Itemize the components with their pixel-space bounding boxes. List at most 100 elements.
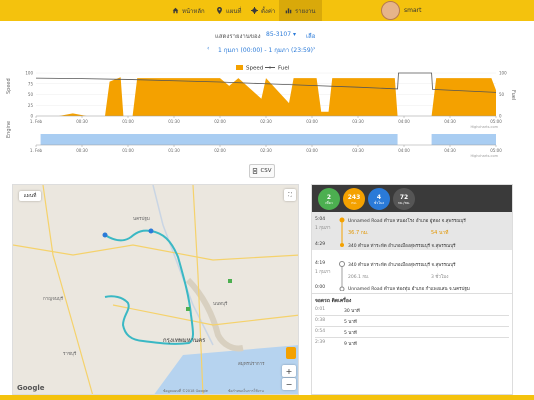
trip-1-duration: 54 นาที [431, 230, 449, 236]
stat-distance-unit: กม. [351, 200, 357, 205]
nav-home[interactable]: หน้าหลัก [166, 0, 211, 21]
x-tick-label: 04:00 [398, 119, 410, 124]
street-view-pegman-icon[interactable] [286, 347, 296, 359]
stat-duration: 4 ชั่วโมง [368, 188, 390, 210]
vehicle-choose-link[interactable]: เลือ [306, 33, 316, 40]
speed-axis-label: Speed [6, 78, 12, 94]
stat-duration-value: 4 [376, 193, 382, 201]
place-label-5: สมุทรปราการ [238, 362, 265, 367]
vehicle-select[interactable]: 85-3107 ▾ [266, 31, 296, 38]
avatar[interactable] [381, 1, 400, 20]
route-map[interactable]: แผนที่ ⛶ + − กรุงเทพมหานคร นครปฐม กาญจนบ… [12, 184, 299, 395]
stat-distance: 243 กม. [343, 188, 365, 210]
date-range[interactable]: 1 กุมภา (00:00) - 1 กุมภา (23:59) [218, 47, 314, 54]
map-attribution: ข้อมูลแผนที่ ©2018 Google [163, 389, 208, 393]
nav-report[interactable]: รายงาน [279, 0, 322, 21]
stop-divider [315, 326, 509, 327]
engine-x-tick-label: 03:00 [306, 148, 318, 153]
trip-2-from[interactable]: 340 ตำบล ท่าระหัด อำเภอเมืองสุพรรณบุรี จ… [348, 263, 456, 268]
engine-x-tick-label: 00:30 [76, 148, 88, 153]
stat-trips: 2 เที่ยว [318, 188, 340, 210]
trip-1-from[interactable]: Unnamed Road ตำบล หนองโรง อำเภอ อู่ทอง จ… [348, 219, 466, 224]
nav-home-label: หน้าหลัก [182, 7, 205, 15]
stop-4-time: 2:39 [315, 340, 326, 345]
x-tick-label: 01:30 [168, 119, 180, 124]
stop-2-time: 0:38 [315, 318, 326, 323]
speed-fuel-charts: Speed Fuel Speed Fuel 0 25 50 75 100 0 50 100 1.… [6, 65, 516, 158]
legend-speed-label[interactable]: Speed [246, 66, 263, 72]
legend-fuel-label[interactable]: Fuel [278, 66, 290, 72]
map-type-button[interactable]: แผนที่ [19, 191, 41, 201]
footer-bar [0, 395, 534, 400]
nav-settings[interactable]: ตั้งค่า [245, 0, 281, 21]
trip-1-timeline-icon [339, 217, 345, 247]
x-tick-label: 02:30 [260, 119, 272, 124]
highway-2 [42, 185, 94, 394]
stat-trips-value: 2 [326, 193, 332, 201]
user-name[interactable]: smart [404, 7, 422, 14]
poi-marker-2[interactable] [186, 307, 190, 311]
fullscreen-button[interactable]: ⛶ [284, 189, 296, 201]
engine-x-tick-label: 02:30 [260, 148, 272, 153]
legend-speed-swatch [236, 65, 243, 70]
divider [312, 293, 512, 294]
trip-1-date: 1 กุมภา [315, 226, 331, 231]
nav-map[interactable]: แผนที่ [210, 0, 247, 21]
route-path [104, 229, 194, 345]
fullscreen-icon: ⛶ [288, 192, 292, 198]
top-navbar [0, 0, 534, 21]
place-label-4: นนทบุรี [213, 302, 228, 307]
nav-settings-label: ตั้งค่า [261, 7, 276, 15]
route-start-marker[interactable] [102, 232, 108, 238]
trip-2-end-time: 0:00 [315, 285, 326, 290]
x-tick-label: 01:00 [122, 119, 134, 124]
highway-4 [112, 304, 298, 326]
speed-y-tick: 25 [28, 103, 34, 108]
speed-area [36, 77, 496, 116]
engine-chart: 1. Feb 00:30 01:00 01:30 02:00 02:30 03:00 03:3… [30, 134, 502, 153]
csv-export-button[interactable]: CSV [249, 164, 275, 178]
engine-x-tick-label: 05:00 [490, 148, 502, 153]
engine-axis-label: Engine [6, 121, 12, 138]
google-logo: Google [17, 384, 45, 392]
vehicle-select-value: 85-3107 [266, 31, 292, 38]
zoom-out-button[interactable]: − [282, 378, 296, 390]
fuel-y-tick: 100 [499, 71, 507, 76]
trip-2-start-time: 4:19 [315, 261, 326, 266]
trip-1-to[interactable]: 340 ตำบล ท่าระหัด อำเภอเมืองสุพรรณบุรี จ… [348, 244, 456, 249]
fuel-y-tick: 50 [499, 92, 505, 97]
x-tick-label: 1. Feb [30, 119, 43, 124]
vehicle-label: แสดงรายงานของ [215, 33, 261, 40]
date-prev-button[interactable]: ‹ [207, 45, 210, 52]
trip-1-start-time: 5:04 [315, 217, 326, 222]
engine-x-tick-label: 03:30 [352, 148, 364, 153]
map-terms-link[interactable]: ข้อกำหนดในการใช้งาน [228, 389, 264, 393]
date-next-button[interactable]: › [313, 45, 316, 52]
zoom-in-button[interactable]: + [282, 365, 296, 377]
trip-2-to[interactable]: Unnamed Road ตำบล ท่องทุ่ม อำเภอ กำแพงแส… [348, 287, 470, 292]
engine-x-tick-label: 1. Feb [30, 148, 43, 153]
stop-3-time: 0:54 [315, 329, 326, 334]
file-export-icon [253, 168, 258, 174]
speed-y-tick: 100 [25, 71, 33, 76]
trip-summary-panel: 2 เที่ยว 243 กม. 4 ชั่วโมง 72 กม./ชม. 5:… [311, 184, 513, 395]
stop-divider [315, 337, 509, 338]
stop-4-duration: 9 นาที [344, 342, 357, 347]
stat-trips-unit: เที่ยว [325, 200, 333, 205]
route-end-marker[interactable] [148, 228, 154, 234]
place-label-1: นครปฐม [133, 217, 150, 222]
fuel-line [35, 72, 497, 93]
trip-1-highlight[interactable] [312, 212, 512, 238]
caret-down-icon: ▾ [293, 31, 297, 38]
csv-label: CSV [260, 168, 272, 174]
stat-duration-unit: ชั่วโมง [373, 200, 385, 205]
poi-marker[interactable] [228, 279, 232, 283]
stops-title: จอดรถ ติดเครื่อง [315, 298, 352, 304]
bar-chart-icon [285, 8, 292, 14]
engine-x-tick-label: 04:30 [444, 148, 456, 153]
stop-1-duration: 30 นาที [344, 309, 360, 314]
stat-max-speed: 72 กม./ชม. [393, 188, 415, 210]
chart-credit: Highcharts.com [470, 125, 498, 129]
engine-x-tick-label: 02:00 [214, 148, 226, 153]
gear-icon [251, 7, 258, 14]
